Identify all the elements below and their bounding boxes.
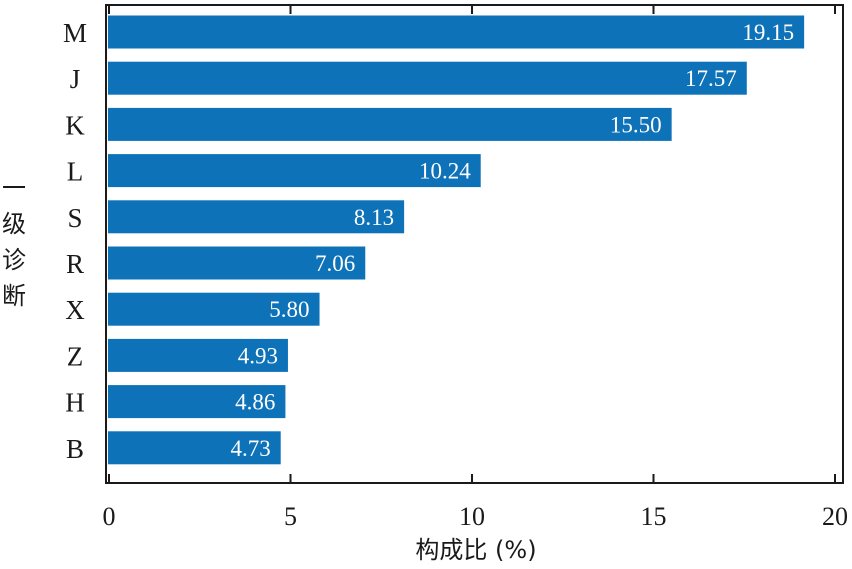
x-tick-label-5: 5 (284, 502, 297, 531)
data-label-S: 8.13 (354, 205, 394, 230)
category-label-R: R (66, 249, 84, 279)
bar-B (108, 431, 281, 465)
data-label-Z: 4.93 (238, 343, 278, 368)
y-axis-label-char: 级 (2, 210, 26, 238)
category-label-K: K (65, 110, 85, 140)
bar-X (108, 292, 320, 326)
x-tick-label-20: 20 (822, 502, 848, 531)
x-tick-label-0: 0 (103, 502, 116, 531)
x-axis-label: 构成比 (%) (415, 536, 536, 564)
data-label-J: 17.57 (685, 66, 737, 91)
data-label-R: 7.06 (315, 251, 355, 276)
data-label-M: 19.15 (742, 20, 794, 45)
category-label-Z: Z (67, 341, 84, 371)
x-tick-label-15: 15 (641, 502, 667, 531)
y-axis-label-char: 一 (2, 174, 26, 202)
bar-R (108, 246, 366, 280)
y-axis-label-char: 断 (2, 282, 26, 310)
data-label-H: 4.86 (235, 390, 275, 415)
data-label-B: 4.73 (230, 436, 270, 461)
category-label-M: M (63, 18, 87, 48)
plot-frame (105, 4, 844, 484)
bar-K (108, 107, 672, 141)
category-label-S: S (67, 203, 82, 233)
bar-H (108, 385, 286, 419)
category-label-X: X (65, 295, 85, 325)
bar-Z (108, 338, 288, 372)
bar-J (108, 61, 747, 95)
data-label-X: 5.80 (269, 297, 309, 322)
data-label-L: 10.24 (419, 159, 471, 184)
data-label-K: 15.50 (610, 112, 662, 137)
bar-L (108, 154, 481, 188)
bar-S (108, 200, 405, 234)
y-axis-label-char: 诊 (2, 246, 26, 274)
ticks-group: 0 5 10 15 20 (103, 5, 848, 531)
category-label-B: B (66, 434, 84, 464)
axes-group (105, 4, 844, 484)
category-label-H: H (65, 388, 85, 418)
category-label-J: J (70, 64, 81, 94)
x-tick-label-10: 10 (459, 502, 485, 531)
bar-M (108, 15, 805, 49)
category-label-L: L (67, 157, 84, 187)
